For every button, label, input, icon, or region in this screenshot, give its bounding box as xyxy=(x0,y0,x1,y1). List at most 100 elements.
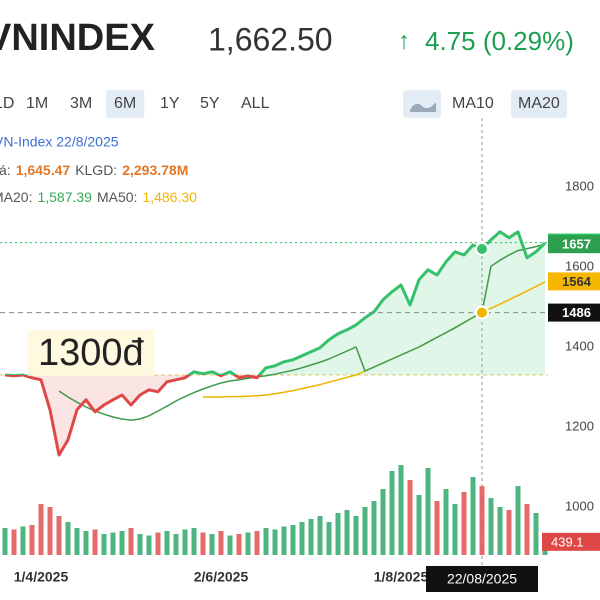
volume-bar xyxy=(434,501,440,555)
volume-bar xyxy=(326,522,332,555)
label: MA20: xyxy=(0,189,32,205)
volume-bar xyxy=(29,525,35,555)
y-tick-label: 1600 xyxy=(565,258,594,273)
volume-bar xyxy=(218,531,224,555)
volume-bar xyxy=(227,535,233,555)
info-ma-line: MA20: 1,587.39 MA50: 1,486.30 xyxy=(0,189,197,205)
period-button[interactable]: 3M xyxy=(70,95,92,112)
volume-bar xyxy=(533,513,539,555)
volume-bar xyxy=(362,507,368,555)
volume-bar xyxy=(173,534,179,555)
volume-bar xyxy=(209,534,215,555)
volume-bar xyxy=(182,529,188,555)
ma-button[interactable]: MA20 xyxy=(518,95,560,112)
volume-bar xyxy=(515,486,521,555)
price: 1,662.50 xyxy=(208,21,333,57)
price-tag-label: 1657 xyxy=(562,237,591,252)
volume-bar xyxy=(497,507,503,555)
volume-bar xyxy=(164,531,170,555)
volume-bar xyxy=(506,510,512,555)
volume-bar xyxy=(11,529,17,555)
volume-bar xyxy=(47,507,53,555)
volume-bar xyxy=(443,489,449,555)
annotation: 1300đ xyxy=(38,332,145,374)
ma-line xyxy=(58,243,546,421)
y-tick-label: 1800 xyxy=(565,178,594,193)
volume-bar xyxy=(488,498,494,555)
volume-bar xyxy=(317,516,323,555)
volume-bar xyxy=(524,504,530,555)
x-tick-label: 1/4/2025 xyxy=(14,569,69,585)
volume-bar xyxy=(65,522,71,555)
period-button[interactable]: 1M xyxy=(26,95,48,112)
crosshair-dot xyxy=(475,305,489,320)
crosshair-date: 22/08/2025 xyxy=(447,571,517,587)
volume-bar xyxy=(290,525,296,555)
volume-bar xyxy=(146,535,152,555)
volume-bar xyxy=(128,528,134,555)
price-area xyxy=(5,231,545,455)
volume-bar xyxy=(335,513,341,555)
volume-bar xyxy=(461,492,467,555)
volume-bar xyxy=(236,534,242,555)
volume-bar xyxy=(479,486,485,555)
y-tick-label: 1400 xyxy=(565,338,594,353)
change: 4.75 (0.29%) xyxy=(425,26,574,56)
volume-bar xyxy=(281,526,287,555)
active-period xyxy=(106,90,145,118)
price-tag xyxy=(548,235,600,254)
volume-bar xyxy=(200,532,206,555)
volume-bar xyxy=(56,516,62,555)
crosshair-dot xyxy=(475,242,489,256)
volume-bar xyxy=(137,534,143,555)
volume-bar xyxy=(371,501,377,555)
volume-bar xyxy=(263,528,269,555)
period-button[interactable]: 1D xyxy=(0,95,14,112)
value: 1,645.47 xyxy=(16,162,71,178)
volume-bar xyxy=(470,477,476,555)
value: 2,293.78M xyxy=(122,162,188,178)
volume-bar xyxy=(92,529,98,555)
price-tag xyxy=(548,303,600,322)
volume-bar xyxy=(452,504,458,555)
volume-bar xyxy=(416,495,422,555)
volume-bar xyxy=(119,531,125,555)
volume-bar xyxy=(20,526,26,555)
price-tag-label: 1486 xyxy=(562,305,591,320)
volume-bar xyxy=(155,532,161,555)
x-tick-label: 1/8/2025 xyxy=(374,569,429,585)
volume-bar xyxy=(389,471,395,555)
active-ma xyxy=(511,90,567,118)
volume-bar xyxy=(2,528,8,555)
volume-tag xyxy=(542,532,600,551)
volume-bar xyxy=(398,465,404,555)
period-button[interactable]: ALL xyxy=(241,95,270,112)
volume-bar xyxy=(254,531,260,555)
volume-bar xyxy=(110,532,116,555)
period-button[interactable]: 1Y xyxy=(160,95,180,112)
x-tick-label: 2/6/2025 xyxy=(194,569,249,585)
volume-bar xyxy=(74,528,80,555)
volume-bar xyxy=(38,504,44,555)
volume-bar xyxy=(425,468,431,555)
price-line xyxy=(4,230,547,457)
value: 1,486.30 xyxy=(142,189,197,205)
y-tick-label: 1000 xyxy=(565,498,594,513)
volume-bar xyxy=(353,516,359,555)
period-button[interactable]: 5Y xyxy=(200,95,220,112)
label: MA50: xyxy=(97,189,137,205)
volume-bar xyxy=(101,534,107,555)
info-name: VN-Index 22/8/2025 xyxy=(0,134,119,150)
label: KLGD: xyxy=(75,162,117,178)
volume-tag-label: 439.1 xyxy=(551,534,584,549)
y-tick-label: 1200 xyxy=(565,418,594,433)
ma-button[interactable]: MA10 xyxy=(452,95,494,112)
volume-bar xyxy=(191,528,197,555)
area-icon xyxy=(410,102,436,112)
volume-bar xyxy=(380,489,386,555)
period-button[interactable]: 6M xyxy=(114,95,136,112)
volume-bar xyxy=(308,519,314,555)
